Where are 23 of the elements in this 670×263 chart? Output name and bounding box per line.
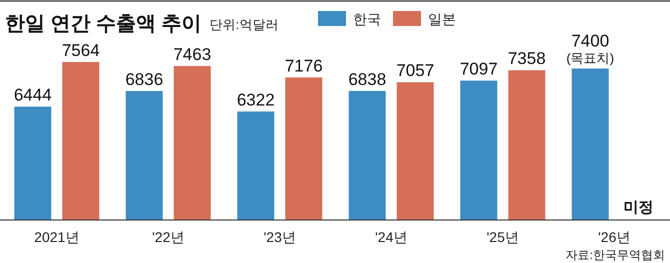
data-label: 6444 [14,86,52,105]
data-label: 7176 [284,56,323,76]
data-label: 7564 [62,41,100,60]
annotation: 미정 [623,199,654,216]
data-label: 7400 (목표치) [566,32,614,66]
data-label: 6838 [348,70,386,89]
legend-label: 한국 [353,11,381,27]
chart-title: 한일 연간 수출액 추이 [5,13,202,35]
chart-subtitle: 단위:억달러 [210,17,278,32]
text: 자료:한국무역협회 [566,248,665,262]
x-tick-label: '24년 [375,229,408,245]
data-label: 7358 [508,49,546,68]
data-label: 6836 [125,70,164,90]
x-tick-label: '23년 [264,229,296,245]
data-label: 7097 [460,60,498,79]
x-tick-label: '25년 [486,229,519,245]
x-tick-label: '22년 [152,229,184,245]
x-tick-label: '26년 [598,229,630,245]
data-label: 7463 [173,45,212,64]
data-label: 6322 [236,90,275,110]
legend-label: 일본 [428,11,456,27]
x-tick-label: 2021년 [34,229,80,245]
data-label: 7057 [396,61,434,80]
